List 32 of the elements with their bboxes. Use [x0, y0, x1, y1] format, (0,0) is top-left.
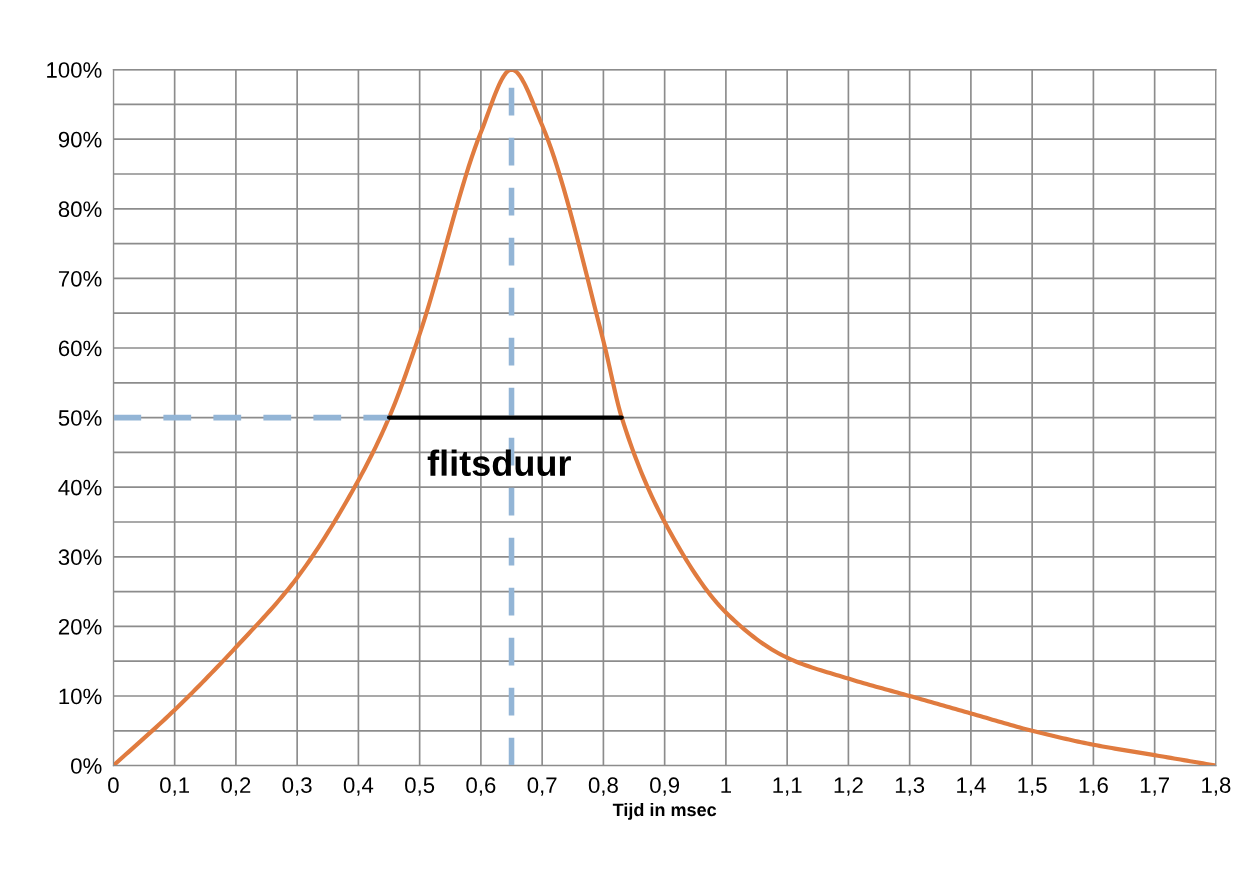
y-tick-label: 20% [58, 618, 102, 635]
x-tick-label: 0 [108, 777, 119, 794]
x-tick-label: 0,7 [527, 777, 557, 796]
y-tick-label: 30% [58, 549, 102, 566]
x-tick-label: 1,7 [1140, 777, 1169, 796]
y-tick-label: 10% [59, 688, 102, 705]
annotation: flitsduur [427, 449, 571, 477]
y-tick-label: 70% [58, 270, 102, 287]
y-tick-label: 0% [71, 758, 102, 774]
x-tick-label: 0,2 [221, 777, 251, 796]
x-tick-label: 1,2 [834, 777, 863, 796]
x-tick-label: 1,4 [957, 777, 986, 796]
x-tick-label: 0,4 [343, 777, 374, 796]
x-tick-label: 0,9 [650, 777, 680, 796]
x-tick-label: 1,6 [1079, 777, 1108, 796]
x-tick-label: 0,1 [160, 777, 190, 796]
x-axis-title: Tijd in msec [612, 802, 717, 820]
y-tick-label: 100% [47, 62, 102, 78]
x-tick-label: 1 [721, 777, 731, 793]
x-tick-label: 0,6 [466, 777, 496, 796]
x-tick-label: 1,3 [895, 777, 925, 796]
x-tick-label: 0,8 [588, 777, 618, 796]
x-tick-label: 1,1 [773, 777, 802, 796]
y-tick-label: 80% [58, 201, 102, 218]
x-tick-label: 1,8 [1202, 777, 1231, 796]
x-tick-label: 0,3 [282, 777, 312, 796]
y-tick-label: 40% [58, 479, 102, 496]
y-tick-label: 60% [58, 340, 102, 357]
x-tick-label: 1,5 [1018, 777, 1047, 796]
y-tick-label: 50% [58, 410, 102, 426]
y-tick-label: 90% [58, 131, 102, 148]
x-tick-label: 0,5 [405, 777, 435, 796]
